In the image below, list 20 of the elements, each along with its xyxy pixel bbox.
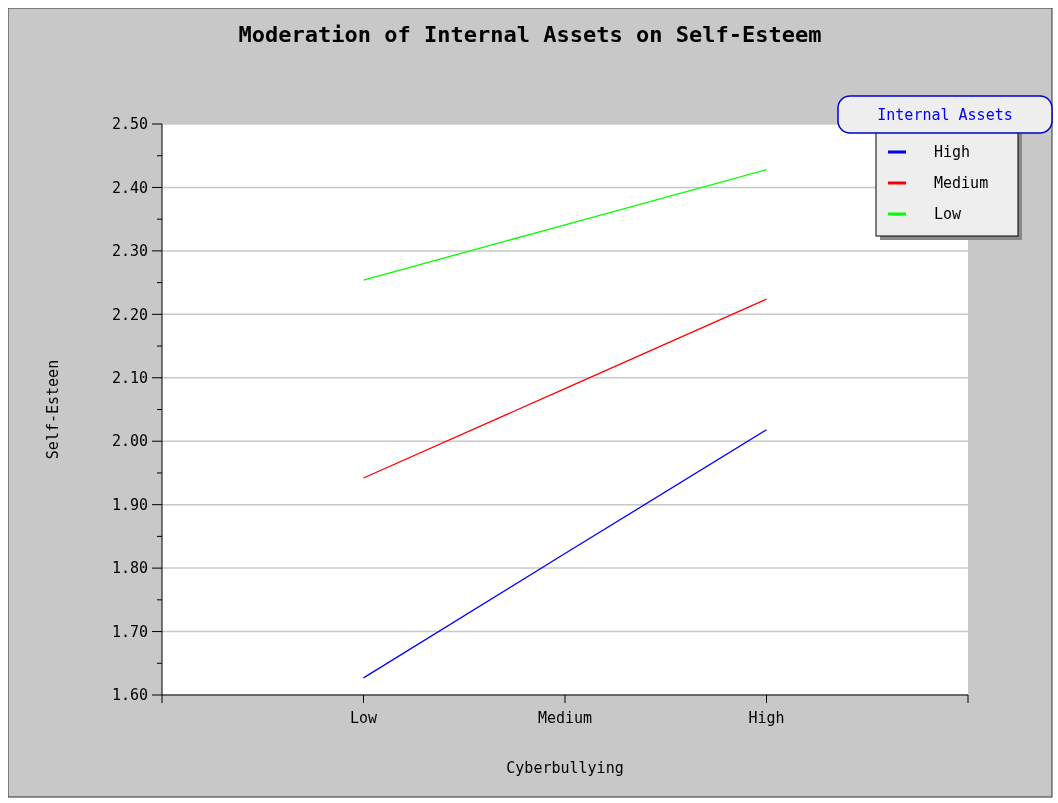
legend-label: Low [934, 205, 963, 224]
x-axis-title: Cyberbullying [506, 759, 624, 777]
y-tick-label: 1.80 [111, 559, 148, 578]
y-tick-label: 2.30 [111, 242, 148, 261]
x-tick-label: Medium [537, 709, 593, 727]
y-tick-label: 2.20 [111, 305, 148, 324]
y-tick-label: 1.90 [111, 495, 148, 514]
legend-label: High [934, 143, 971, 162]
y-tick-label: 2.10 [111, 369, 148, 388]
chart-title: Moderation of Internal Assets on Self-Esteem [238, 22, 822, 47]
y-tick-label: 2.50 [111, 115, 148, 134]
y-tick-label: 1.60 [111, 686, 148, 705]
y-tick-label: 1.70 [111, 622, 148, 641]
y-axis-title: Self-Esteen [44, 359, 62, 460]
y-tick-label: 2.40 [111, 178, 148, 197]
x-tick-label: Low [349, 709, 379, 727]
y-tick-label: 2.00 [111, 432, 148, 451]
legend-label: Medium [934, 174, 989, 193]
legend-title: Internal Assets [877, 106, 1013, 125]
x-tick-label: High [748, 709, 785, 727]
